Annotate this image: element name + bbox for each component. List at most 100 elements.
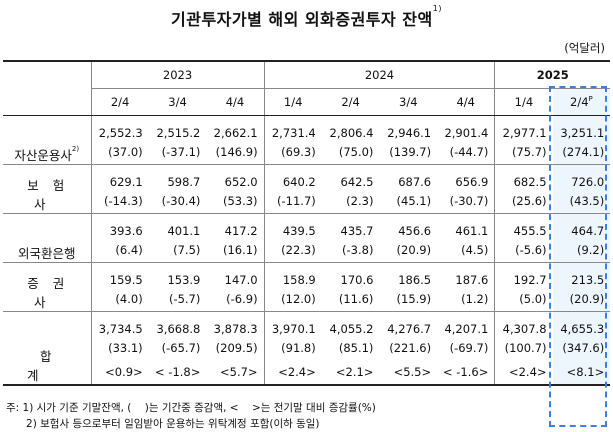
quarter-header: 3/4 xyxy=(379,88,438,116)
table-cell: (75.7) xyxy=(494,140,553,165)
quarter-header-row: 2/4 3/4 4/4 1/4 2/4 3/4 4/4 1/4 2/4P xyxy=(3,88,611,116)
table-cell: 726.0 xyxy=(552,164,611,189)
row-label: 자산운용사2) xyxy=(3,115,91,165)
table-cell: 598.7 xyxy=(167,175,201,189)
table-cell: 2,515.2 xyxy=(156,126,201,140)
table-cell: 170.6 xyxy=(340,273,374,287)
table-cell: (37.0) xyxy=(90,140,149,165)
table-cell: <2.4> xyxy=(494,360,553,386)
table-row: 외국환은행 393.6 401.1 417.2 439.5 435.7 456.6 461.1… xyxy=(3,213,611,263)
page-title: 기관투자가별 해외 외화증권투자 잔액1) xyxy=(171,4,442,29)
table-cell: 187.6 xyxy=(455,273,489,287)
table-cell: 186.5 xyxy=(398,273,432,287)
table-cell: 417.2 xyxy=(224,224,258,238)
unit-label: (억달러) xyxy=(564,41,605,55)
table-cell: (75.0) xyxy=(321,140,380,165)
table-cell: 687.6 xyxy=(398,175,432,189)
quarter-header: 1/4 xyxy=(263,88,322,116)
table-cell: (209.5) xyxy=(215,341,258,355)
table-cell: 147.0 xyxy=(224,273,258,287)
table-cell: 2,806.4 xyxy=(329,126,374,140)
total-row: 합계 3,734.5 3,668.8 3,878.3 3,970.1 4,055.2 4,2… xyxy=(3,311,611,386)
table-cell: (-37.1) xyxy=(148,140,207,165)
table-cell: (1.2) xyxy=(437,287,495,312)
table-cell: 652.0 xyxy=(224,175,258,189)
table-cell: 3,251.1 xyxy=(552,115,611,140)
table-cell: (33.1) xyxy=(90,336,149,360)
quarter-header: 2/4 xyxy=(321,88,380,116)
table-cell: < -1.6> xyxy=(437,360,495,386)
table-cell: 439.5 xyxy=(263,213,322,238)
year-header-row: 2023 2024 2025 xyxy=(3,60,611,116)
table-cell: (-3.8) xyxy=(321,238,380,263)
table-cell: 642.5 xyxy=(340,175,374,189)
table-cell: 2,731.4 xyxy=(263,115,322,140)
table-cell: 640.2 xyxy=(263,164,322,189)
table-cell: (146.9) xyxy=(206,140,265,165)
table-cell: <8.1> xyxy=(552,360,611,386)
table-cell: 461.1 xyxy=(455,224,489,238)
table-cell: 4,655.3 xyxy=(552,311,611,336)
table-cell: (25.6) xyxy=(494,189,553,214)
investment-balance-table: 2023 2024 2025 2/4 3/4 4/4 1/4 2/4 3/4 4/4 1/4 2… xyxy=(3,60,611,386)
table-cell: <5.5> xyxy=(379,360,438,386)
table-cell: (69.3) xyxy=(263,140,322,165)
row-label: 증권사 xyxy=(3,262,91,312)
table-cell: (53.3) xyxy=(206,189,265,214)
table-row: (37.0) (-37.1) (146.9) (69.3) (75.0) (139.7)(… xyxy=(3,140,611,165)
table-cell: (4.5) xyxy=(437,238,495,263)
table-cell: 3,878.3 xyxy=(213,322,258,336)
table-cell: (221.6) xyxy=(389,341,432,355)
table-cell: 456.6 xyxy=(398,224,432,238)
total-label: 합계 xyxy=(3,311,91,386)
table-cell: (347.6) xyxy=(552,336,611,360)
table-cell: 3,970.1 xyxy=(263,311,322,336)
table-cell: (-44.7) xyxy=(437,140,495,165)
table-cell: 401.1 xyxy=(167,224,201,238)
table-cell: (-5.6) xyxy=(494,238,553,263)
quarter-header: 2/4P xyxy=(552,88,611,116)
table-cell: (11.6) xyxy=(321,287,380,312)
total-row: <0.9> < -1.8> <5.7> <2.4> <2.1> <5.5> < -1.6> <… xyxy=(3,360,611,386)
quarter-header: 4/4 xyxy=(437,88,495,116)
table-cell: (5.0) xyxy=(494,287,553,312)
table-row: 자산운용사2) 2,552.3 2,515.2 2,662.1 2,731.4 2,806… xyxy=(3,115,611,165)
quarter-header: 2/4 xyxy=(90,88,149,116)
table-cell: (2.3) xyxy=(321,189,380,214)
table-cell: (-30.7) xyxy=(437,189,495,214)
table-cell: 2,901.4 xyxy=(444,126,489,140)
table-cell: (-65.7) xyxy=(161,341,201,355)
table-cell: (100.7) xyxy=(494,336,553,360)
year-header: 2023 xyxy=(90,60,265,89)
table-cell: (7.5) xyxy=(148,238,207,263)
table-cell: (-11.7) xyxy=(263,189,322,214)
table-cell: (139.7) xyxy=(379,140,438,165)
table-cell: 2,552.3 xyxy=(90,115,149,140)
table-cell: 656.9 xyxy=(455,175,489,189)
table-cell: 464.7 xyxy=(552,213,611,238)
table-cell: (-5.7) xyxy=(148,287,207,312)
table-cell: (43.5) xyxy=(552,189,611,214)
table-cell: <5.7> xyxy=(206,360,265,386)
table-cell: (4.0) xyxy=(90,287,149,312)
table-cell: 4,307.8 xyxy=(494,311,553,336)
table-cell: < -1.8> xyxy=(148,360,207,386)
table-cell: (6.4) xyxy=(90,238,149,263)
table-cell: 435.7 xyxy=(340,224,374,238)
table-cell: 153.9 xyxy=(167,273,201,287)
table-row: 보험사 629.1 598.7 652.0 640.2 642.5 687.6 656.9 68… xyxy=(3,164,611,214)
table-cell: (274.1) xyxy=(552,140,611,165)
footnote: 2) 보험사 등으로부터 일임받아 운용하는 위탁계정 포함(이하 동일) xyxy=(6,418,320,430)
table-cell: (-6.9) xyxy=(206,287,265,312)
table-cell: 455.5 xyxy=(494,213,553,238)
table-cell: 2,946.1 xyxy=(387,126,432,140)
quarter-header: 3/4 xyxy=(148,88,207,116)
table-row: (4.0) (-5.7) (-6.9) (12.0) (11.6) (15.9) (1.2)… xyxy=(3,287,611,312)
table-cell: 158.9 xyxy=(263,262,322,287)
corner-cell xyxy=(3,60,91,116)
row-label: 보험사 xyxy=(3,164,91,214)
year-header: 2025 xyxy=(494,60,611,89)
table-cell: 3,734.5 xyxy=(90,311,149,336)
table-cell: 682.5 xyxy=(494,164,553,189)
table-cell: 4,055.2 xyxy=(329,322,374,336)
